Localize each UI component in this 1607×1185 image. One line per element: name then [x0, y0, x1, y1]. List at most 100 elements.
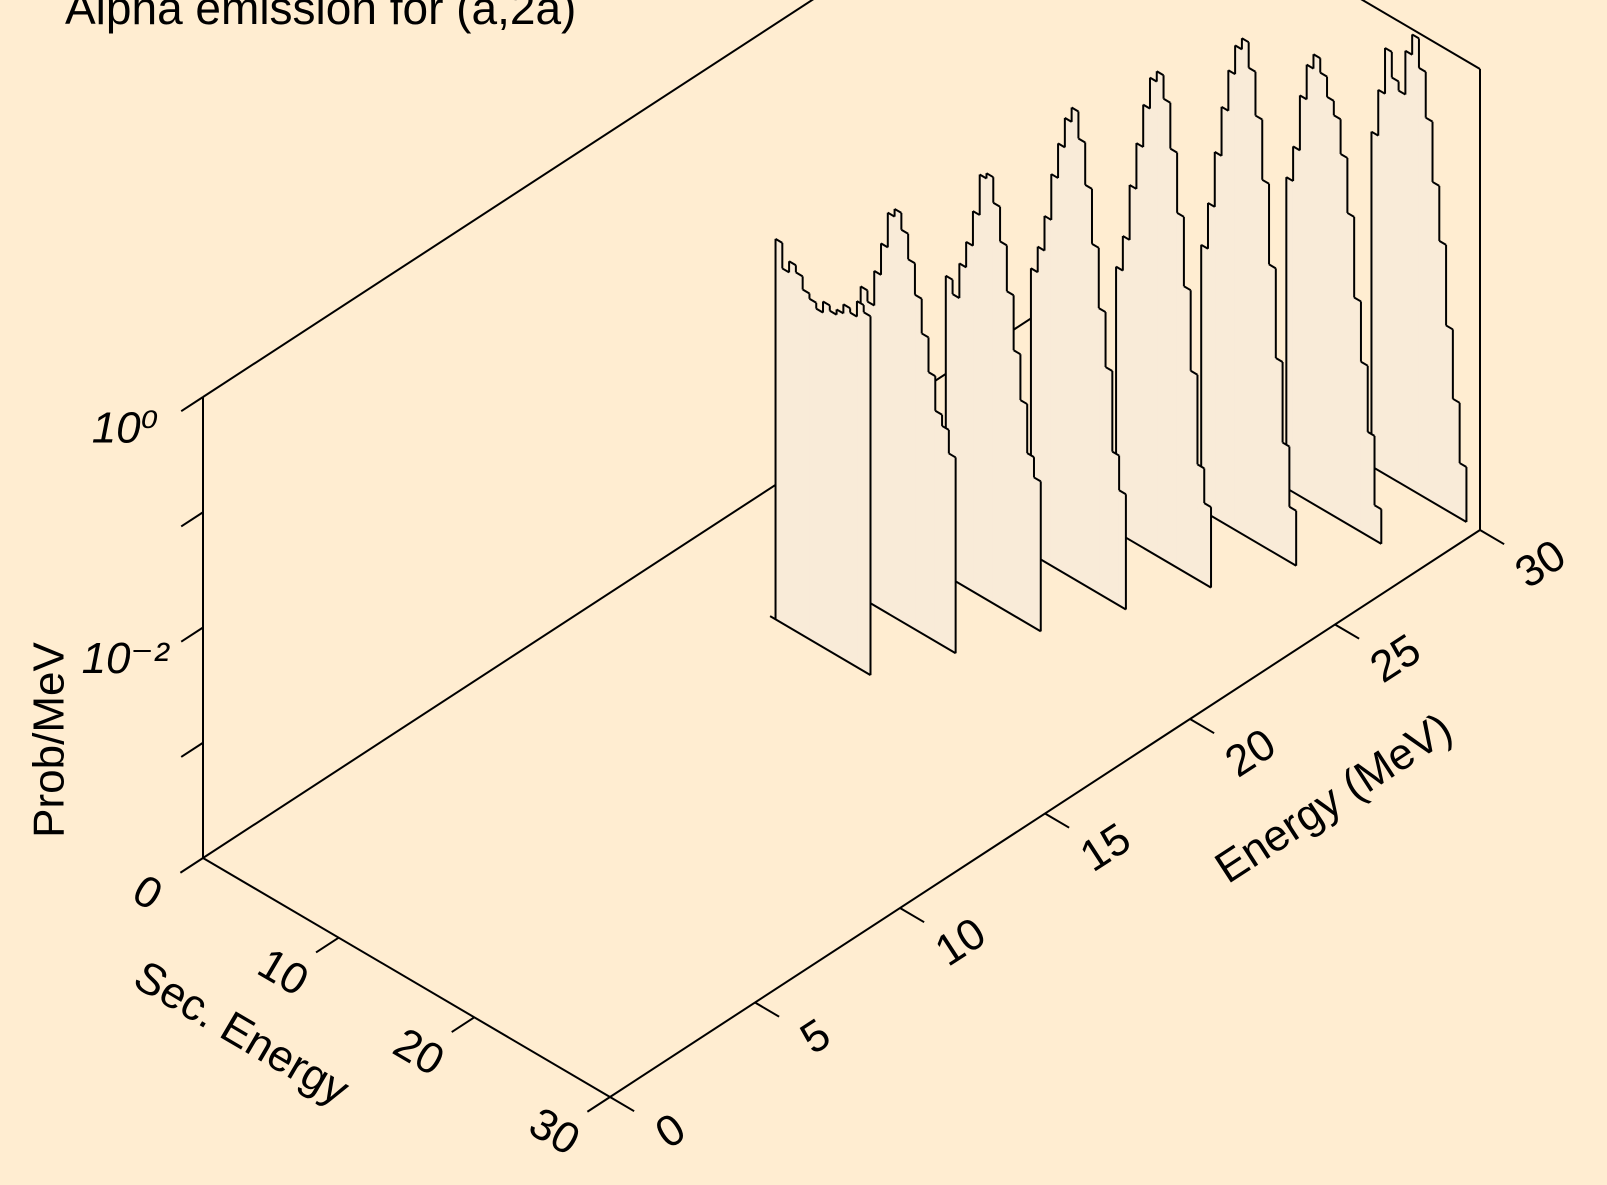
- bin: [986, 172, 994, 605]
- bin-top: [1207, 202, 1216, 208]
- bin-top: [1377, 88, 1386, 95]
- bin: [1360, 361, 1369, 537]
- bin: [1176, 212, 1185, 573]
- bin-top: [1050, 173, 1059, 179]
- bin-top: [1425, 116, 1434, 123]
- bin-top: [1333, 114, 1342, 121]
- bin-top: [1384, 47, 1393, 53]
- bin: [1084, 184, 1093, 591]
- bin: [1163, 98, 1171, 565]
- bin: [1118, 489, 1127, 611]
- bin-top: [880, 242, 889, 249]
- bin: [1142, 103, 1151, 553]
- bin: [1234, 44, 1243, 535]
- y-tick: [899, 907, 925, 924]
- bin-top: [894, 208, 902, 214]
- bin-top: [1037, 245, 1046, 252]
- bin: [1241, 37, 1250, 539]
- bin: [1292, 145, 1301, 497]
- bin-top: [836, 308, 844, 315]
- bin: [1098, 307, 1106, 599]
- y-tick: [1189, 718, 1215, 735]
- bin: [1452, 398, 1461, 519]
- bin: [795, 271, 804, 636]
- bin-top: [1452, 397, 1461, 404]
- bin-top: [842, 303, 851, 310]
- bin-top: [934, 409, 943, 416]
- bin: [928, 371, 936, 642]
- bin-top: [1006, 290, 1015, 297]
- bin: [829, 310, 837, 656]
- bin: [1255, 114, 1263, 547]
- bin-top: [1360, 360, 1369, 367]
- bin-top: [1019, 399, 1028, 405]
- bin: [992, 202, 1001, 609]
- bin-top: [802, 288, 810, 295]
- bin: [836, 308, 844, 660]
- bin: [856, 300, 865, 672]
- bin-top: [887, 211, 896, 218]
- bin: [873, 270, 882, 611]
- bin-top: [921, 332, 930, 339]
- bin: [1013, 349, 1021, 621]
- bin: [1377, 89, 1386, 475]
- bin-top: [1064, 117, 1073, 123]
- bin-top: [1234, 44, 1243, 51]
- back-wall-edge: [1360, 0, 1481, 70]
- bin: [1020, 399, 1028, 625]
- bin-top: [1013, 349, 1021, 356]
- bin-top: [1091, 242, 1100, 249]
- bin-top: [1340, 153, 1348, 159]
- bin-top: [1282, 441, 1290, 448]
- slice-base: [1110, 527, 1212, 589]
- bin: [1432, 181, 1440, 507]
- bin-top: [1176, 211, 1185, 218]
- bin: [965, 241, 974, 593]
- bin-top: [808, 297, 817, 304]
- bin: [1227, 69, 1236, 531]
- bin: [999, 240, 1008, 613]
- bin-top: [1221, 105, 1229, 112]
- bin-top: [907, 258, 916, 265]
- bin-top: [1156, 70, 1165, 77]
- bin-top: [992, 201, 1001, 208]
- bin-top: [1098, 307, 1107, 313]
- bin: [1411, 33, 1420, 495]
- bin-top: [1285, 176, 1294, 182]
- bin-top: [1115, 265, 1124, 272]
- bin: [1275, 357, 1283, 559]
- bin: [1459, 462, 1467, 523]
- bin: [1183, 285, 1192, 577]
- bin: [1149, 76, 1158, 557]
- bin-top: [1288, 505, 1297, 512]
- bin-top: [788, 260, 797, 267]
- bin-top: [958, 262, 967, 269]
- bin-top: [775, 238, 783, 244]
- bin-top: [1319, 71, 1328, 78]
- bin: [1006, 290, 1015, 617]
- bin-top: [1190, 369, 1198, 376]
- bin-top: [1043, 215, 1052, 221]
- bin: [1353, 296, 1362, 533]
- bin: [907, 258, 916, 631]
- bin: [880, 242, 889, 615]
- bin-top: [1196, 463, 1205, 470]
- bin: [1091, 243, 1100, 595]
- bin-top: [1248, 66, 1256, 73]
- bin: [941, 425, 950, 650]
- bin: [900, 229, 909, 627]
- bin-top: [914, 293, 923, 300]
- z-tick-label: 10⁻²: [82, 634, 170, 683]
- bin-top: [781, 267, 790, 274]
- z-minor-tick: [180, 741, 204, 758]
- y-tick: [1479, 529, 1505, 546]
- bin-top: [1183, 285, 1192, 292]
- bin: [948, 452, 957, 654]
- bin-top: [856, 300, 865, 306]
- bin-top: [945, 274, 954, 281]
- bin-top: [866, 300, 875, 307]
- bin: [842, 303, 851, 664]
- y-tick: [754, 1001, 780, 1018]
- bin: [1221, 106, 1229, 527]
